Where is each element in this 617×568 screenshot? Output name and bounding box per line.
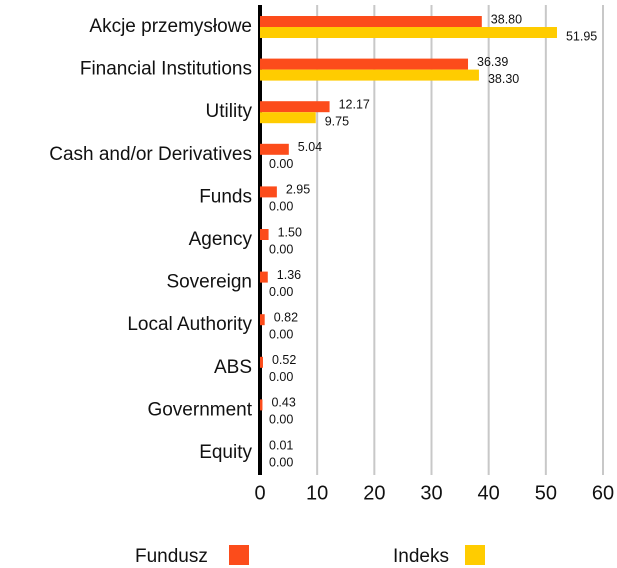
x-tick-label: 20 [363, 482, 385, 504]
value-label: 0.00 [269, 242, 293, 256]
value-label: 0.43 [271, 396, 295, 410]
value-label: 5.04 [298, 140, 322, 154]
legend-label: Fundusz [135, 546, 208, 567]
bar [260, 186, 277, 198]
bar [260, 27, 557, 38]
category-label: Financial Institutions [80, 59, 252, 80]
category-label: Sovereign [166, 272, 252, 293]
x-tick-label: 30 [420, 482, 442, 504]
bar [260, 314, 265, 326]
x-tick-label: 40 [478, 482, 500, 504]
value-label: 36.39 [477, 55, 508, 69]
bar [260, 399, 263, 411]
category-label: Equity [199, 442, 252, 463]
value-label: 0.00 [269, 200, 293, 214]
value-label: 0.00 [269, 327, 293, 341]
value-label: 0.01 [269, 438, 293, 452]
value-label: 0.00 [269, 413, 293, 427]
value-label: 0.00 [269, 455, 293, 469]
legend-swatch [229, 545, 249, 565]
value-label: 1.50 [278, 225, 302, 239]
category-label: Funds [199, 186, 252, 207]
value-label: 12.17 [339, 97, 370, 111]
bar [260, 16, 482, 27]
category-label: Utility [206, 101, 253, 122]
value-label: 51.95 [566, 29, 597, 43]
bar [260, 58, 469, 70]
legend-label: Indeks [393, 546, 449, 567]
category-label: Local Authority [127, 314, 252, 335]
value-label: 0.00 [269, 370, 293, 384]
bar [260, 356, 263, 368]
bar [260, 271, 268, 283]
bar [260, 229, 269, 240]
bar [260, 101, 330, 113]
x-tick-label: 10 [306, 482, 328, 504]
value-label: 2.95 [286, 183, 310, 197]
category-label: Government [147, 399, 252, 420]
value-label: 1.36 [277, 268, 301, 282]
bar [260, 112, 316, 124]
value-label: 0.52 [272, 353, 296, 367]
value-label: 0.00 [269, 157, 293, 171]
value-label: 38.30 [488, 72, 519, 86]
value-label: 38.80 [491, 12, 522, 26]
legend-swatch [465, 545, 485, 565]
value-label: 9.75 [325, 114, 349, 128]
value-label: 0.82 [274, 310, 298, 324]
category-label: Cash and/or Derivatives [49, 144, 252, 165]
category-label: Agency [189, 229, 253, 250]
x-tick-label: 50 [535, 482, 557, 504]
x-tick-label: 60 [592, 482, 614, 504]
bar [260, 69, 479, 81]
category-label: ABS [214, 357, 252, 378]
value-label: 0.00 [269, 285, 293, 299]
category-label: Akcje przemysłowe [89, 16, 252, 37]
bar [260, 143, 289, 155]
x-tick-label: 0 [254, 482, 265, 504]
